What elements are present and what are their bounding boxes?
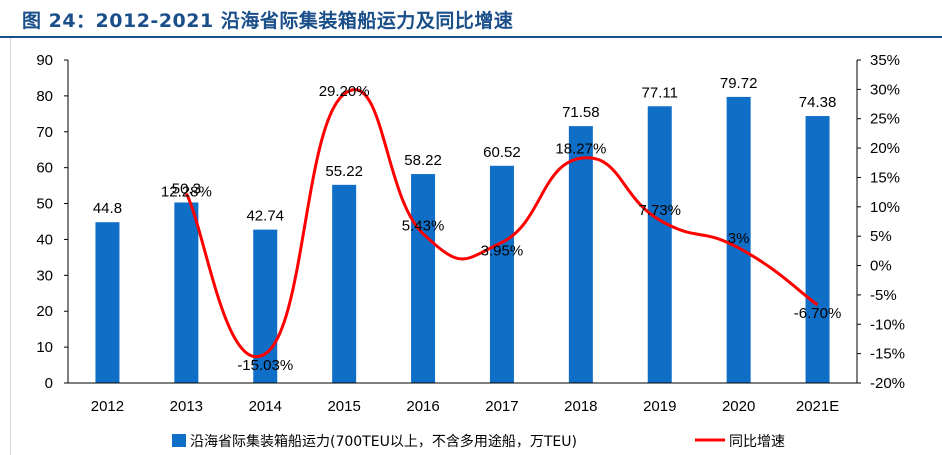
y-left-tick-label: 20 [36,303,53,320]
y-right-tick-label: 25% [870,111,900,128]
y-right-tick-label: -15% [870,346,905,363]
x-tick-label: 2017 [485,398,518,415]
y-right-tick-label: 35% [870,52,900,69]
x-tick-label: 2015 [327,398,360,415]
line-value-label: 5.43% [402,218,445,235]
bar [726,96,751,384]
y-right-tick-label: 5% [870,228,892,245]
y-left-tick-label: 70 [36,124,53,141]
legend-bar-swatch [172,434,186,447]
x-tick-label: 2020 [722,398,755,415]
y-right-tick-label: 0% [870,258,892,275]
bar-series [95,96,830,384]
bar-value-label: 74.38 [799,94,837,111]
bar-value-label: 42.74 [246,208,284,225]
y-right-tick-label: 15% [870,169,900,186]
line-value-label: 3.95% [481,242,524,259]
y-left-tick-label: 60 [36,160,53,177]
line-series [185,88,819,359]
bar-value-label: 55.22 [325,163,363,180]
x-tick-label: 2018 [564,398,597,415]
bar [568,126,593,383]
bar-value-label: 79.72 [720,75,758,92]
left-border [10,38,11,455]
axes: 0 10 20 30 40 50 60 70 80 90 -20% -15% -10% -5% 0% 5% 10… [36,52,905,415]
x-tick-label: 2019 [643,398,676,415]
bar-value-label: 60.52 [483,144,521,161]
y-right-tick-label: 30% [870,81,900,98]
data-labels: 44.8 50.3 42.74 55.22 58.22 60.52 71.58 77.11 79… [93,75,841,374]
line-value-label: 18.27% [555,140,606,157]
bar-value-label: 71.58 [562,104,600,121]
bar [95,222,120,383]
legend-bar-label: 沿海省际集装箱船运力(700TEU以上，不含多用途船，万TEU) [190,433,577,450]
growth-line [185,88,819,359]
y-left-tick-label: 30 [36,267,53,284]
line-value-label: 7.73% [638,202,681,219]
bar [489,165,514,383]
y-right-tick-label: -10% [870,316,905,333]
bar [332,184,357,383]
chart-title: 图 24：2012-2021 沿海省际集装箱船运力及同比增速 [22,10,514,32]
title-underline [0,36,942,38]
y-left-tick-label: 40 [36,231,53,248]
line-value-label: -15.03% [237,357,293,374]
x-tick-label: 2012 [91,398,124,415]
x-tick-label: 2013 [170,398,203,415]
line-value-label: 29.20% [319,83,370,100]
bar [805,116,830,383]
x-tick-label: 2014 [249,398,282,415]
y-left-tick-label: 0 [45,375,53,392]
bar [174,202,199,383]
bar-value-label: 58.22 [404,152,442,169]
legend-line-label: 同比增速 [729,434,785,450]
bar-value-label: 44.8 [93,200,122,217]
title-bar: 图 24：2012-2021 沿海省际集装箱船运力及同比增速 [0,0,942,38]
line-value-label: -6.70% [794,305,842,322]
y-left-tick-label: 50 [36,196,53,213]
y-left-tick-label: 90 [36,52,53,69]
y-right-tick-label: -5% [870,287,897,304]
legend: 沿海省际集装箱船运力(700TEU以上，不含多用途船，万TEU) 同比增速 [172,433,785,450]
y-left-tick-label: 80 [36,88,53,105]
line-value-label: 12.28% [161,183,212,200]
x-tick-label: 2016 [406,398,439,415]
bar [411,174,436,383]
y-right-tick-label: -20% [870,375,905,392]
bar-value-label: 50.3 [172,180,201,197]
y-right-tick-label: 10% [870,199,900,216]
line-value-label: 3% [728,230,750,247]
x-tick-label: 2021E [796,398,839,415]
y-right-tick-label: 20% [870,140,900,157]
bar-value-label: 77.11 [642,84,678,101]
y-left-tick-label: 10 [36,339,53,356]
bar [647,106,672,384]
